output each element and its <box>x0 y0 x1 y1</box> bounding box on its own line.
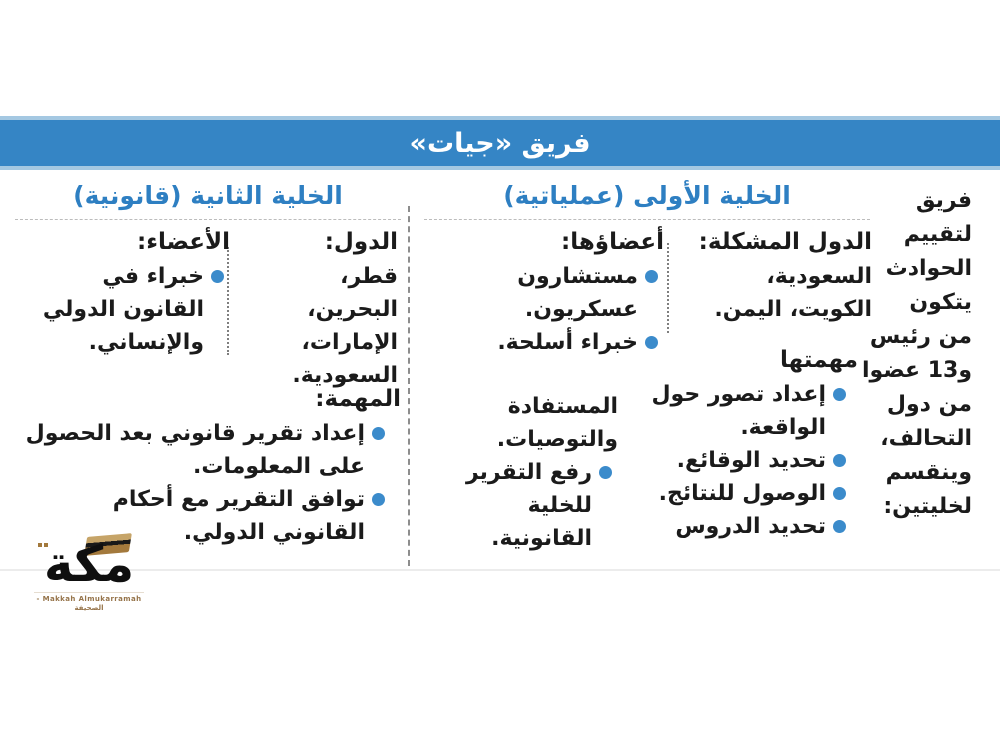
mission-label: المهمة: <box>315 386 401 412</box>
list-item-text: خبراء في القانون الدولي والإنساني. <box>42 264 204 355</box>
list-item: توافق التقرير مع أحكام القانوني الدولي. <box>15 483 385 549</box>
list-item-text: مستشارون عسكريون. <box>517 264 638 322</box>
heading-operational-cell: الخلية الأولى (عملياتية) <box>424 181 870 220</box>
bullet-dot-icon <box>372 427 385 440</box>
heading-legal-cell: الخلية الثانية (قانونية) <box>15 181 401 220</box>
countries-label: الدول: <box>324 229 398 255</box>
list-item: رفع التقرير للخلية القانونية. <box>432 456 612 555</box>
page-title: فريق «جيات» <box>409 127 591 159</box>
operational-countries-block: الدول المشكلة: السعودية، الكويت، اليمن. <box>676 226 872 326</box>
countries-label: الدول المشكلة: <box>698 229 872 255</box>
title-bar: فريق «جيات» <box>0 116 1000 170</box>
operational-missions-block: مهمتها إعداد تصور حول الواقعة. تحديد الو… <box>628 344 858 543</box>
team-intro-text: فريق لتقييم الحوادث يتكون من رئيس و13 عض… <box>861 188 972 519</box>
list-item-text: إعداد تقرير قانوني بعد الحصول على المعلو… <box>25 421 365 479</box>
countries-text: قطر، البحرين، الإمارات، السعودية. <box>292 264 398 388</box>
logo-tagline: Makkah Almukarramah - الصحيفة <box>34 592 144 613</box>
list-item-text: إعداد تصور حول الواقعة. <box>651 382 826 440</box>
list-item-text: الوصول للنتائج. <box>658 481 826 506</box>
list-item: خبراء في القانون الدولي والإنساني. <box>18 260 224 359</box>
operational-inner-divider <box>667 243 669 333</box>
list-item: تحديد الوقائع. <box>628 444 846 477</box>
bullet-dot-icon <box>372 493 385 506</box>
list-item-text: تحديد الدروس <box>675 514 826 539</box>
legal-countries-block: الدول: قطر، البحرين، الإمارات، السعودية. <box>245 226 398 392</box>
bullet-dot-icon <box>833 487 846 500</box>
legal-mission-block: المهمة: إعداد تقرير قانوني بعد الحصول عل… <box>15 383 401 549</box>
continuation-text: المستفادة والتوصيات. <box>496 394 618 452</box>
list-item-text: تحديد الوقائع. <box>676 448 826 473</box>
list-item: إعداد تقرير قانوني بعد الحصول على المعلو… <box>15 417 385 483</box>
legal-members-block: الأعضاء: خبراء في القانون الدولي والإنسا… <box>18 226 230 359</box>
logo-wordmark: مكة <box>43 535 135 593</box>
members-label: أعضاؤها: <box>561 229 664 255</box>
missions-label: مهمتها <box>779 347 858 373</box>
bullet-dot-icon <box>645 336 658 349</box>
operational-missions-continuation: المستفادة والتوصيات. رفع التقرير للخلية … <box>432 390 618 555</box>
makkah-newspaper-logo: مكة Makkah Almukarramah - الصحيفة <box>28 533 150 612</box>
list-item-text: رفع التقرير للخلية القانونية. <box>465 460 592 551</box>
section-divider <box>408 206 410 566</box>
bullet-dot-icon <box>645 270 658 283</box>
legal-inner-divider <box>227 247 229 355</box>
bullet-dot-icon <box>833 520 846 533</box>
list-item: خبراء أسلحة. <box>424 326 658 359</box>
list-item: تحديد الدروس <box>628 510 846 543</box>
members-label: الأعضاء: <box>137 229 230 255</box>
bullet-dot-icon <box>211 270 224 283</box>
operational-members-block: أعضاؤها: مستشارون عسكريون. خبراء أسلحة. <box>424 226 664 359</box>
list-item: مستشارون عسكريون. <box>424 260 658 326</box>
bullet-dot-icon <box>599 466 612 479</box>
bullet-dot-icon <box>833 388 846 401</box>
countries-text: السعودية، الكويت، اليمن. <box>714 264 872 322</box>
list-item-text: خبراء أسلحة. <box>497 330 638 355</box>
bottom-rule <box>0 569 1000 571</box>
logo-dots-icon <box>38 543 42 547</box>
list-item: الوصول للنتائج. <box>628 477 846 510</box>
list-item: إعداد تصور حول الواقعة. <box>628 378 846 444</box>
list-item-text: توافق التقرير مع أحكام القانوني الدولي. <box>112 487 365 545</box>
bullet-dot-icon <box>833 454 846 467</box>
